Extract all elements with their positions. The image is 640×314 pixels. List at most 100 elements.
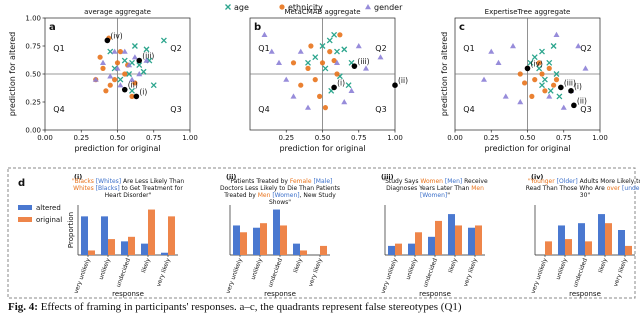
highlight-point [392,82,398,88]
point [160,37,167,44]
point [114,60,121,66]
highlight-point [121,86,128,93]
bar [240,232,247,255]
point [305,104,311,110]
point [97,54,103,60]
x-axis-label: prediction for original [279,144,365,153]
x-tick-label: 0.75 [556,134,572,142]
x-tick-label: 1.00 [592,134,608,142]
point [117,76,124,83]
highlight-label: (iii) [357,57,369,66]
bar [161,252,168,255]
point [536,65,543,72]
y-axis-label: prediction for altered [8,32,17,117]
bar [320,245,327,255]
y-axis-label: prediction for altered [440,32,449,117]
quadrant-label: Q4 [463,105,474,114]
point [345,82,352,89]
bar [558,225,565,255]
x-tick-label: unlikely [251,257,264,281]
bar [101,216,108,255]
chart-title: (iv) [531,173,543,181]
point [126,71,133,77]
x-tick-label: likely [598,257,609,274]
highlight-point [136,57,143,64]
headline-part: Shows" [269,199,291,206]
bar [468,227,475,255]
point [560,104,567,110]
x-tick-label: undecided [116,257,132,288]
point [495,59,502,65]
point [529,93,535,99]
headline: "Blacks [Whites] Are Less Likely Than [72,178,185,185]
quadrant-label: Q3 [580,105,591,114]
point [312,77,318,83]
point [319,43,326,49]
point [290,60,297,66]
bar [388,245,395,255]
point [92,76,99,82]
headline-part: [Male] [312,178,333,185]
panel-d-frame [7,167,636,299]
headline: Read Than Those Who Are over [under] [526,185,640,192]
x-tick-label: 0.75 [351,134,367,142]
point [331,57,337,64]
x-tick-label: unlikely [99,257,112,281]
bar [455,225,462,255]
point [341,99,348,105]
point [539,71,545,77]
quadrant-label: Q2 [580,44,591,53]
point [551,82,557,88]
point [363,65,369,71]
x-tick-label: 0.25 [278,134,294,142]
x-tick-label: very likely [156,257,172,287]
point [143,57,150,63]
headline: Shows" [269,199,291,206]
x-axis-label: response [264,290,296,298]
x-axis-label: response [419,290,451,298]
point [305,59,311,66]
point [290,93,297,99]
legend-swatch [18,205,32,210]
legend-marker [279,4,285,10]
x-axis-label: prediction for original [74,144,160,153]
point [268,48,275,54]
bar [448,214,455,255]
headline-part: 30" [580,192,591,199]
quadrant-label: Q4 [258,105,269,114]
point [107,82,113,88]
point [527,59,534,66]
point [488,48,495,54]
highlight-point [331,84,337,91]
point [334,48,340,55]
point [140,68,147,75]
x-tick-label: 1.00 [387,134,403,142]
caption-text: Effects of framing in participants' resp… [41,301,462,313]
chart-title: (iii) [381,173,394,181]
point [283,76,290,82]
point [547,87,554,94]
highlight-point [558,84,564,91]
bar [148,209,155,255]
point [305,65,311,71]
bar [618,230,625,255]
bar [88,250,95,255]
chart-title: (i) [74,173,82,181]
x-tick-label: 1.00 [182,134,198,142]
x-tick-label: likely [293,257,304,274]
x-tick-label: 0.00 [37,134,53,142]
point [312,54,319,61]
chart-title: (ii) [226,173,236,181]
point [546,93,553,99]
highlight-label: (iv) [110,31,122,40]
point [276,59,282,65]
headline: "Younger [Older] Adults More Likely to [528,178,640,185]
headline: 30" [580,192,591,199]
bar [565,239,572,255]
bar [475,225,482,255]
highlight-label: (ii) [128,81,138,90]
x-axis-label: prediction for original [484,144,570,153]
point [377,54,384,60]
headline-part: Doctors Less Likely to Die Than Patients [220,185,340,192]
point [334,71,340,77]
